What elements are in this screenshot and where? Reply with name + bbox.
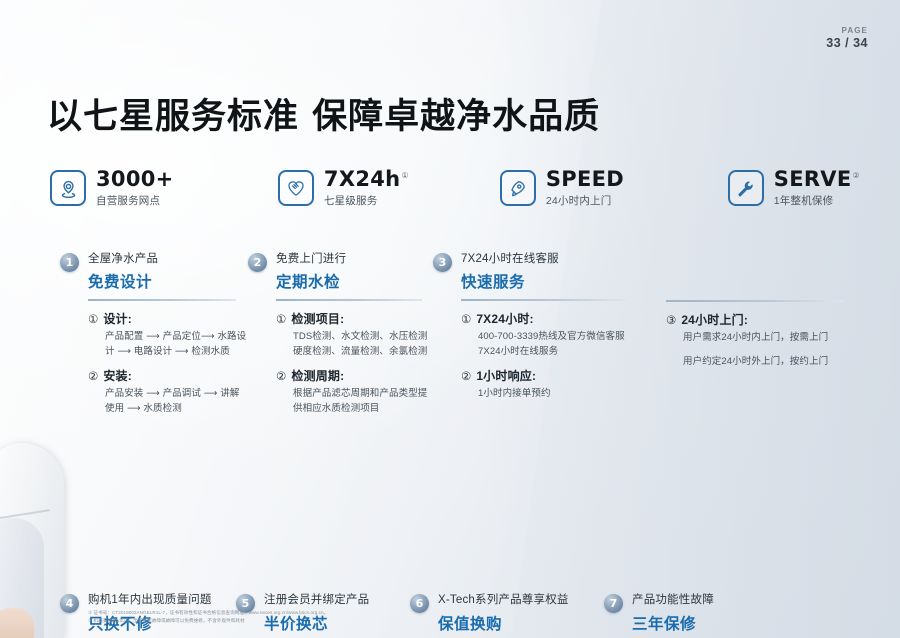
- card-number-badge: 3: [433, 253, 452, 272]
- service-card-6: 6 X-Tech系列产品尊享权益 保值换购 ① 保值: 根据使用年限享受不同的保…: [410, 593, 604, 638]
- card-subtitle: 购机1年内出现质量问题: [88, 594, 212, 607]
- feature-warranty: SERVE② 1年整机保修: [727, 167, 860, 208]
- item-marker: ②: [461, 368, 472, 383]
- footnotes: ① 证书号：CT2019002ANGELR1L-7，证书有效性和证书合格信息查询…: [88, 609, 828, 626]
- item-label: 检测周期:: [291, 368, 345, 383]
- card-title: 半价换芯: [264, 615, 329, 633]
- item-label: 24小时上门:: [681, 313, 749, 327]
- feature-service-points: 3000+ 自营服务网点: [50, 168, 278, 208]
- item-label: 1小时响应:: [476, 368, 537, 383]
- feature-value: SERVE②: [773, 167, 860, 191]
- page-marker-label: PAGE: [841, 26, 868, 35]
- card-number-badge: 5: [236, 594, 255, 614]
- item-label: 安装:: [103, 368, 132, 383]
- card-number-badge: 2: [248, 253, 267, 272]
- item-marker: ③: [666, 313, 677, 327]
- feature-caption: 24小时内上门: [545, 195, 612, 207]
- service-card-1: 1 全屋净水产品 免费设计 ① 设计: 产品配置 ⟶ 产品定位⟶ 水路设计 ⟶ …: [60, 252, 248, 423]
- item-body: 1小时内接单预约: [478, 387, 551, 399]
- feature-value: 3000+: [96, 167, 174, 191]
- feature-value: 7X24h①: [323, 167, 409, 191]
- service-grid: 1 全屋净水产品 免费设计 ① 设计: 产品配置 ⟶ 产品定位⟶ 水路设计 ⟶ …: [60, 252, 875, 638]
- divider: [666, 300, 844, 302]
- service-card-4: 4 购机1年内出现质量问题 只换不修 ① 只换不修: 产品正常使用情况下，因产品…: [60, 593, 236, 638]
- feature-value: SPEED: [545, 167, 624, 191]
- card-title: 保值换购: [438, 615, 503, 633]
- list-item: ③ 24小时上门: 用户需求24小时内上门，按需上门 用户约定24小时外上门，按…: [666, 311, 844, 369]
- item-body: 产品配置 ⟶ 产品定位⟶ 水路设计 ⟶ 电路设计 ⟶ 检测水质: [105, 331, 247, 358]
- item-body: 根据产品滤芯周期和产品类型提供相应水质检测项目: [293, 387, 428, 414]
- item-marker: ②: [276, 368, 287, 383]
- card-subtitle: 7X24小时在线客服: [461, 253, 559, 265]
- item-marker: ②: [88, 368, 99, 383]
- card-subtitle: 免费上门进行: [276, 253, 347, 265]
- item-body: 400-700-3339热线及官方微信客服7X24小时在线服务: [478, 331, 625, 358]
- item-marker: ①: [276, 312, 287, 327]
- feature-caption: 1年整机保修: [773, 195, 834, 207]
- wrench-icon: [727, 170, 764, 206]
- feature-caption: 自营服务网点: [96, 195, 161, 207]
- item-body: 产品安装 ⟶ 产品调试 ⟶ 讲解使用 ⟶ 水质检测: [105, 387, 240, 414]
- card-title: 三年保修: [632, 615, 697, 633]
- footnote-2: ② 机器安装后1年内，出现性能故障或故障可以免费维修，不含外观件和耗材: [88, 618, 245, 624]
- card-subtitle: 全屋净水产品: [88, 253, 159, 265]
- feature-highlights: 3000+ 自营服务网点 7X24h① 七星级服务: [50, 168, 860, 208]
- feature-speed: SPEED 24小时内上门: [499, 167, 728, 208]
- divider: [276, 299, 422, 302]
- item-label: 检测项目:: [291, 312, 345, 327]
- location-pin-icon: [50, 170, 86, 206]
- card-title: 免费设计: [88, 274, 153, 292]
- card-number-badge: 4: [60, 594, 79, 614]
- service-card-3-continued: ③ 24小时上门: 用户需求24小时内上门，按需上门 用户约定24小时外上门，按…: [638, 252, 844, 423]
- card-number-badge: 1: [60, 253, 79, 272]
- feature-caption: 七星级服务: [323, 195, 378, 207]
- card-number-badge: 7: [604, 594, 623, 614]
- card-title: 定期水检: [276, 274, 341, 292]
- divider: [88, 299, 236, 302]
- card-subtitle: 注册会员并绑定产品: [264, 594, 370, 607]
- card-title: 快速服务: [461, 274, 526, 292]
- item-body: TDS检测、水文检测、水压检测硬度检测、流量检测、余氯检测: [293, 331, 428, 358]
- list-item: ② 1小时响应: 1小时内接单预约: [461, 367, 638, 402]
- list-item: ① 7X24小时: 400-700-3339热线及官方微信客服7X24小时在线服…: [461, 310, 638, 359]
- service-row-bottom: 4 购机1年内出现质量问题 只换不修 ① 只换不修: 产品正常使用情况下，因产品…: [60, 593, 875, 638]
- divider: [461, 299, 627, 302]
- list-item: ① 检测项目: TDS检测、水文检测、水压检测硬度检测、流量检测、余氯检测: [276, 310, 433, 359]
- handshake-heart-icon: [277, 170, 314, 206]
- service-card-7: 7 产品功能性故障 三年保修 ① 包修标准: 除滤芯耗材和外观结构件外，三年内出…: [604, 593, 875, 638]
- list-item: ① 设计: 产品配置 ⟶ 产品定位⟶ 水路设计 ⟶ 电路设计 ⟶ 检测水质: [88, 310, 248, 359]
- page-title: 以七星服务标准 保障卓越净水品质: [47, 97, 601, 137]
- feature-seven-star-service: 7X24h① 七星级服务: [277, 167, 500, 208]
- list-item: ② 检测周期: 根据产品滤芯周期和产品类型提供相应水质检测项目: [276, 367, 433, 416]
- page-marker: PAGE 33 / 34: [826, 26, 868, 52]
- card-subtitle: X-Tech系列产品尊享权益: [438, 594, 569, 607]
- footnote-marker: ①: [401, 171, 409, 180]
- service-card-3: 3 7X24小时在线客服 快速服务 ① 7X24小时: 400-700-3339…: [433, 252, 638, 423]
- item-body: 用户约定24小时外上门，按约上门: [683, 355, 829, 367]
- service-card-2: 2 免费上门进行 定期水检 ① 检测项目: TDS检测、水文检测、水压检测硬度检…: [248, 252, 433, 423]
- item-marker: ①: [88, 312, 99, 327]
- item-body: 用户需求24小时内上门，按需上门: [683, 332, 829, 343]
- card-number-badge: 6: [410, 594, 429, 614]
- card-subtitle: 产品功能性故障: [632, 594, 714, 607]
- item-label: 7X24小时:: [476, 312, 534, 327]
- item-label: 设计:: [103, 312, 132, 327]
- service-card-5: 5 注册会员并绑定产品 半价换芯 ① 滤芯半价: 关注“安吉尔服务”微信公众号，…: [236, 593, 410, 638]
- card-title: 只换不修: [88, 615, 153, 633]
- list-item: ② 安装: 产品安装 ⟶ 产品调试 ⟶ 讲解使用 ⟶ 水质检测: [88, 367, 248, 416]
- footnote-marker: ②: [852, 171, 860, 180]
- rocket-icon: [499, 170, 536, 206]
- footnote-1: ① 证书号：CT2019002ANGELR1L-7，证书有效性和证书合格信息查询…: [88, 609, 329, 615]
- page-marker-number: 33 / 34: [826, 36, 868, 50]
- service-row-top: 1 全屋净水产品 免费设计 ① 设计: 产品配置 ⟶ 产品定位⟶ 水路设计 ⟶ …: [60, 252, 875, 423]
- item-marker: ①: [461, 312, 472, 327]
